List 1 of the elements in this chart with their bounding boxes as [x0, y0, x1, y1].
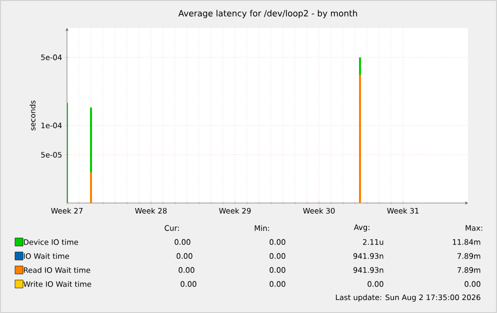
chart-title: Average latency for /dev/loop2 - by month	[178, 10, 357, 18]
